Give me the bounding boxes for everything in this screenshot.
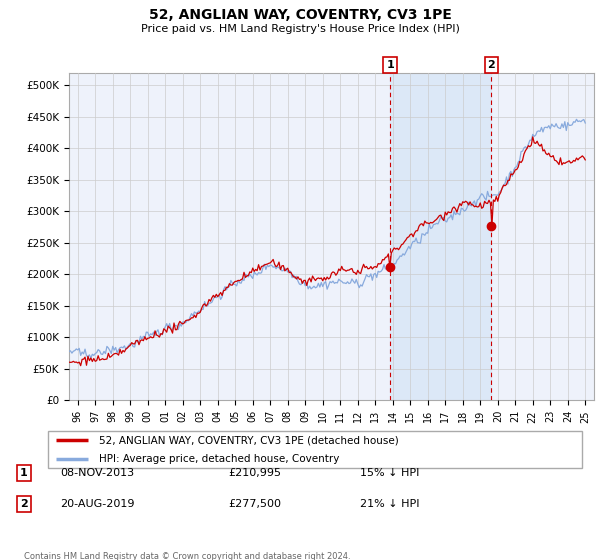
Text: 52, ANGLIAN WAY, COVENTRY, CV3 1PE (detached house): 52, ANGLIAN WAY, COVENTRY, CV3 1PE (deta… <box>99 435 399 445</box>
Text: HPI: Average price, detached house, Coventry: HPI: Average price, detached house, Cove… <box>99 454 340 464</box>
Text: 1: 1 <box>386 60 394 70</box>
Text: £210,995: £210,995 <box>228 468 281 478</box>
Text: 1: 1 <box>20 468 28 478</box>
Text: 08-NOV-2013: 08-NOV-2013 <box>60 468 134 478</box>
Text: 21% ↓ HPI: 21% ↓ HPI <box>360 499 419 509</box>
Text: Price paid vs. HM Land Registry's House Price Index (HPI): Price paid vs. HM Land Registry's House … <box>140 24 460 34</box>
Text: 52, ANGLIAN WAY, COVENTRY, CV3 1PE: 52, ANGLIAN WAY, COVENTRY, CV3 1PE <box>149 8 451 22</box>
Bar <box>390 73 491 400</box>
Text: 2: 2 <box>20 499 28 509</box>
Text: 2: 2 <box>487 60 495 70</box>
Text: 15% ↓ HPI: 15% ↓ HPI <box>360 468 419 478</box>
Text: £277,500: £277,500 <box>228 499 281 509</box>
FancyBboxPatch shape <box>48 431 582 468</box>
Text: Contains HM Land Registry data © Crown copyright and database right 2024.
This d: Contains HM Land Registry data © Crown c… <box>24 552 350 560</box>
Text: 20-AUG-2019: 20-AUG-2019 <box>60 499 134 509</box>
